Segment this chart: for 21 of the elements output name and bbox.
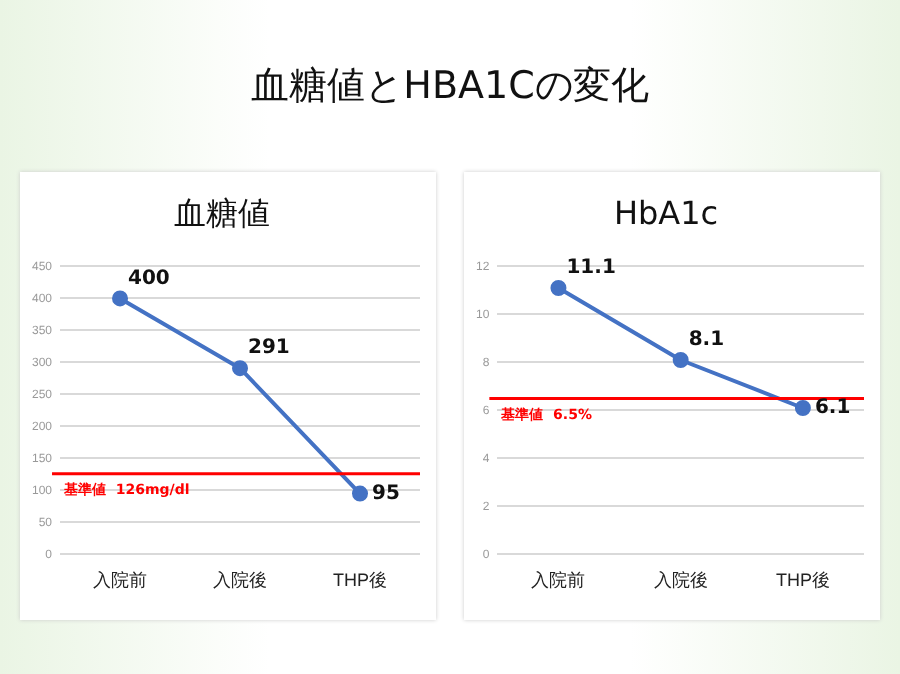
point: [794, 400, 811, 416]
data-label: 400: [128, 267, 170, 290]
x-tick-label: 入院前: [93, 570, 148, 591]
data-label: 6.1: [814, 397, 851, 420]
point: [352, 485, 368, 502]
x-tick-label: 入院後: [213, 570, 268, 591]
x-tick-label: THP後: [775, 570, 830, 591]
data-label: 11.1: [566, 257, 616, 280]
point: [550, 280, 567, 296]
point: [232, 360, 249, 377]
x-tick-label: 入院後: [653, 570, 708, 591]
data-label: 8.1: [688, 329, 725, 352]
x-tick-label: 入院前: [531, 570, 586, 591]
chart-title: 血糖値: [174, 193, 270, 232]
point: [112, 290, 129, 307]
data-label: 291: [248, 337, 290, 360]
x-tick-label: THP後: [333, 570, 387, 591]
text: 血糖値とHBA1Cの変化: [249, 62, 651, 112]
data-label: 95: [372, 482, 400, 505]
point: [672, 352, 689, 368]
chart-title: HbA1c: [613, 193, 719, 232]
